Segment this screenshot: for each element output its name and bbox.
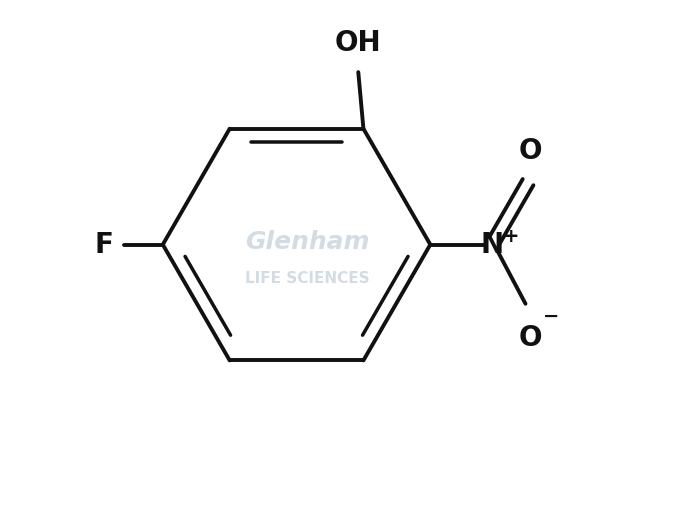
Text: F: F	[94, 230, 113, 258]
Text: O: O	[519, 137, 542, 165]
Text: +: +	[503, 227, 520, 246]
Text: Glenham: Glenham	[244, 230, 369, 254]
Text: −: −	[543, 307, 560, 326]
Text: N: N	[480, 230, 504, 258]
Text: LIFE SCIENCES: LIFE SCIENCES	[244, 270, 369, 285]
Text: O: O	[519, 324, 542, 353]
Text: OH: OH	[335, 29, 381, 57]
